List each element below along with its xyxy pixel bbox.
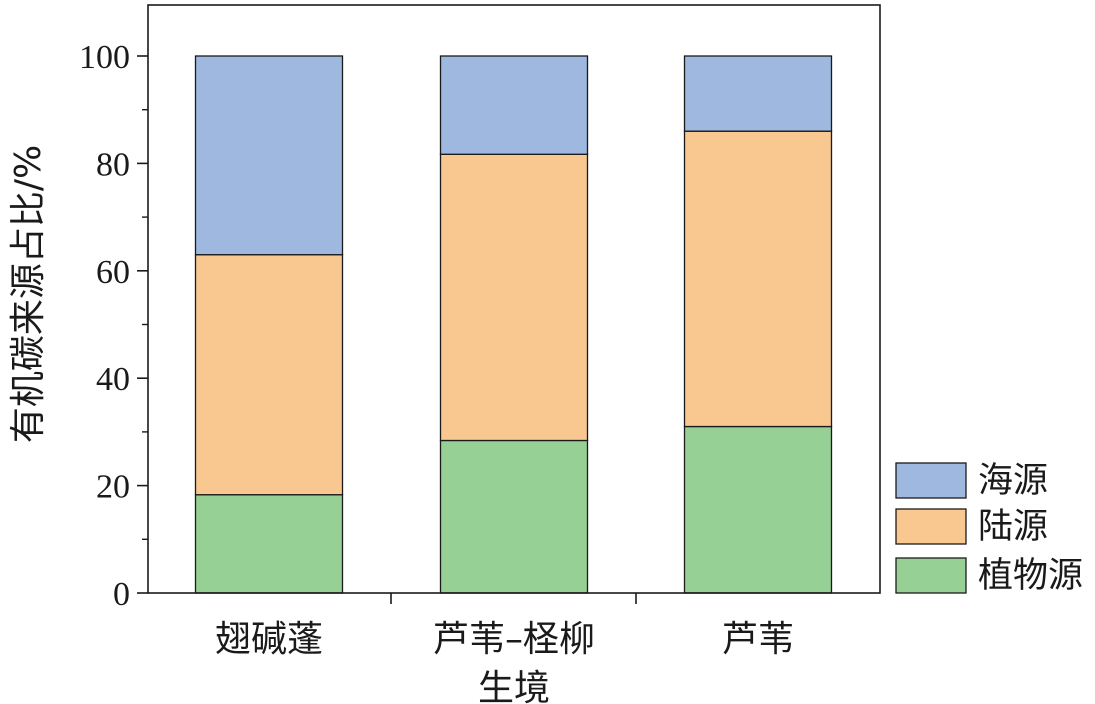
y-tick-label: 0 [113,576,130,613]
y-tick-label: 40 [96,361,130,398]
bar-segment [683,425,833,594]
x-tick-label: 芦苇–柽柳 [433,619,595,660]
x-tick-label: 翅碱蓬 [215,619,323,660]
bars [194,55,833,594]
y-tick-label: 80 [96,146,130,183]
x-tick-label: 生境 [478,668,550,704]
bar-segment [194,55,344,256]
plot-frame [147,4,881,594]
bar-segment [683,130,833,428]
bar-segment [439,55,589,155]
bar-segment [194,254,344,496]
legend-label: 陆源 [978,507,1048,547]
bar-segment [439,153,589,442]
legend-label: 海源 [978,461,1048,501]
y-tick-label: 20 [96,469,130,506]
y-tick-label: 60 [96,254,130,291]
bar-segment [194,494,344,594]
legend-label: 植物源 [978,556,1083,596]
legend-swatch [895,557,967,594]
legend-swatch [895,508,967,545]
y-axis-label: 有机碳来源占比/% [8,145,49,443]
y-tick-label: 100 [79,39,130,76]
bar-segment [683,55,833,132]
x-tick-label: 芦苇 [722,619,794,660]
legend-swatch [895,462,967,499]
bar-segment [439,439,589,594]
